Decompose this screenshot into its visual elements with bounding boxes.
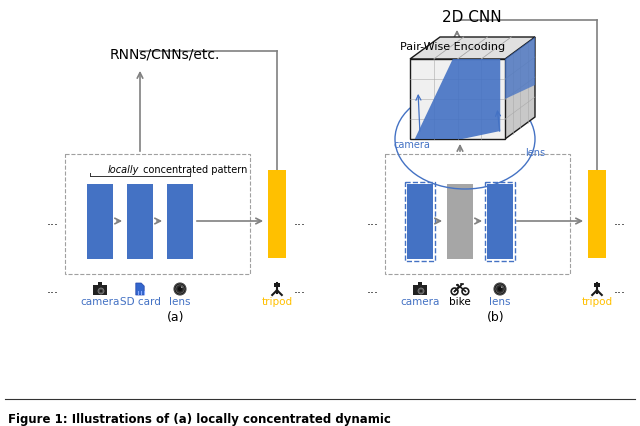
Bar xyxy=(167,184,193,259)
Text: lens: lens xyxy=(525,148,545,158)
Text: (a): (a) xyxy=(167,310,184,323)
Text: tripod: tripod xyxy=(261,296,292,306)
Text: ...: ... xyxy=(294,215,306,228)
Text: camera: camera xyxy=(394,140,431,150)
Bar xyxy=(413,285,428,295)
Text: ...: ... xyxy=(367,215,379,228)
Circle shape xyxy=(498,287,502,291)
Bar xyxy=(385,155,570,274)
Circle shape xyxy=(420,290,422,293)
Bar xyxy=(487,184,513,259)
Bar xyxy=(588,170,606,259)
Bar xyxy=(407,184,433,259)
Text: concentrated pattern: concentrated pattern xyxy=(140,164,248,175)
Text: (b): (b) xyxy=(486,310,504,323)
Bar xyxy=(93,285,107,295)
Text: 2D CNN: 2D CNN xyxy=(442,11,502,26)
Text: camera: camera xyxy=(400,296,440,306)
Text: locally: locally xyxy=(108,164,139,175)
Text: lens: lens xyxy=(489,296,511,306)
Bar xyxy=(87,184,113,259)
Text: ...: ... xyxy=(614,283,626,296)
Text: Pair-Wise Encoding: Pair-Wise Encoding xyxy=(400,42,505,52)
Polygon shape xyxy=(410,38,535,60)
Bar xyxy=(274,283,280,287)
Circle shape xyxy=(501,287,502,288)
Bar xyxy=(127,184,153,259)
Bar xyxy=(418,282,422,287)
Circle shape xyxy=(176,285,184,294)
Circle shape xyxy=(496,285,504,294)
Circle shape xyxy=(178,287,182,291)
Circle shape xyxy=(174,283,186,295)
Text: ...: ... xyxy=(614,215,626,228)
Text: ...: ... xyxy=(294,283,306,296)
Text: tripod: tripod xyxy=(581,296,612,306)
Text: ...: ... xyxy=(367,283,379,296)
Text: bike: bike xyxy=(449,296,471,306)
Text: ...: ... xyxy=(47,215,59,228)
Text: lens: lens xyxy=(169,296,191,306)
Circle shape xyxy=(418,288,424,294)
Polygon shape xyxy=(415,60,500,140)
Text: SD card: SD card xyxy=(120,296,161,306)
Bar xyxy=(98,282,102,287)
Circle shape xyxy=(494,283,506,295)
Circle shape xyxy=(98,288,104,294)
Text: Figure 1: Illustrations of (a) locally concentrated dynamic: Figure 1: Illustrations of (a) locally c… xyxy=(8,412,391,425)
Bar xyxy=(65,155,250,274)
Polygon shape xyxy=(505,38,535,140)
Polygon shape xyxy=(136,283,144,295)
Bar xyxy=(447,184,473,259)
Circle shape xyxy=(181,287,182,288)
Bar xyxy=(410,60,505,140)
Circle shape xyxy=(100,290,102,293)
Text: camera: camera xyxy=(80,296,120,306)
Polygon shape xyxy=(505,38,535,100)
Text: RNNs/CNNs/etc.: RNNs/CNNs/etc. xyxy=(110,48,220,62)
Text: ...: ... xyxy=(47,283,59,296)
Bar xyxy=(405,183,435,262)
Bar xyxy=(485,183,515,262)
Bar xyxy=(268,170,286,259)
Bar xyxy=(594,283,600,287)
